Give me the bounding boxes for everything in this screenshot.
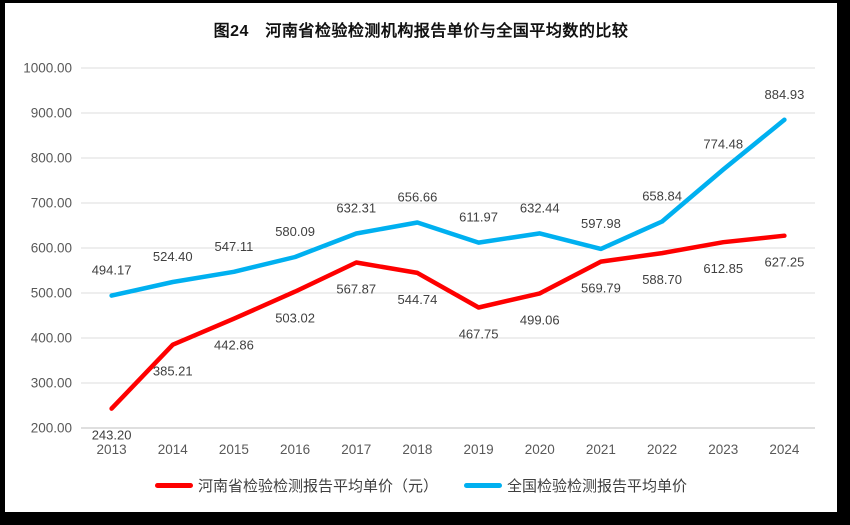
x-axis-tick-label: 2017 — [341, 442, 371, 457]
legend-item-0: 河南省检验检测报告平均单价（元） — [154, 475, 438, 496]
data-label-series-0: 627.25 — [765, 255, 805, 270]
data-label-series-0: 243.20 — [92, 428, 132, 443]
data-label-series-0: 544.74 — [398, 292, 438, 307]
x-axis-tick-label: 2023 — [708, 442, 738, 457]
data-label-series-0: 499.06 — [520, 312, 560, 327]
y-axis-tick-label: 300.00 — [31, 376, 72, 391]
chart-title: 图24 河南省检验检测机构报告单价与全国平均数的比较 — [213, 23, 629, 40]
data-label-series-1: 884.93 — [765, 87, 805, 102]
data-label-series-0: 612.85 — [703, 261, 743, 276]
data-label-series-0: 385.21 — [153, 364, 193, 379]
data-label-series-0: 467.75 — [459, 327, 499, 342]
data-label-series-1: 656.66 — [398, 190, 438, 205]
x-axis-tick-label: 2013 — [97, 442, 127, 457]
data-label-series-1: 494.17 — [92, 263, 132, 278]
y-axis-tick-label: 500.00 — [31, 286, 72, 301]
data-label-series-0: 588.70 — [642, 272, 682, 287]
x-axis-tick-label: 2016 — [280, 442, 310, 457]
y-axis-tick-label: 1000.00 — [23, 61, 72, 76]
legend-line-swatch — [154, 483, 193, 488]
chart-canvas: 图24 河南省检验检测机构报告单价与全国平均数的比较 200.00 300.00 4… — [5, 3, 837, 512]
y-axis-tick-label: 200.00 — [31, 421, 72, 436]
data-label-series-0: 567.87 — [336, 281, 376, 296]
y-axis-tick-label: 600.00 — [31, 241, 72, 256]
data-label-series-1: 580.09 — [275, 224, 315, 239]
y-axis-tick-label: 400.00 — [31, 331, 72, 346]
data-label-series-1: 547.11 — [215, 239, 254, 254]
legend-line-swatch — [464, 483, 502, 488]
data-label-series-1: 774.48 — [703, 136, 743, 151]
y-axis-tick-label: 700.00 — [31, 196, 72, 211]
x-axis-tick-label: 2024 — [769, 442, 800, 457]
data-label-series-1: 632.44 — [520, 200, 560, 215]
legend-label: 河南省检验检测报告平均单价（元） — [197, 478, 438, 495]
legend-label: 全国检验检测报告平均单价 — [507, 478, 688, 495]
data-label-series-0: 442.86 — [214, 338, 254, 353]
series-line-0 — [109, 233, 787, 411]
data-label-series-1: 658.84 — [642, 189, 682, 204]
y-axis-tick-label: 800.00 — [31, 151, 72, 166]
x-axis-tick-label: 2022 — [647, 442, 677, 457]
x-axis-tick-label: 2019 — [464, 442, 494, 457]
line-chart-plot: 200.00 300.00 400.00 500.00 600.00 700.00 800.… — [23, 61, 815, 457]
x-axis-tick-label: 2015 — [219, 442, 249, 457]
data-label-series-1: 597.98 — [581, 216, 621, 231]
series-line-1 — [109, 117, 787, 298]
x-axis-tick-label: 2018 — [402, 442, 432, 457]
x-axis-tick-label: 2021 — [586, 442, 616, 457]
legend-item-1: 全国检验检测报告平均单价 — [464, 475, 687, 496]
x-axis-tick-label: 2020 — [525, 442, 555, 457]
y-axis-tick-label: 900.00 — [31, 106, 72, 121]
chart-legend: 河南省检验检测报告平均单价（元） 全国检验检测报告平均单价 — [5, 475, 837, 496]
data-label-series-0: 503.02 — [275, 311, 315, 326]
data-label-series-0: 569.79 — [581, 281, 621, 296]
data-label-series-1: 524.40 — [153, 249, 193, 264]
data-label-series-1: 632.31 — [336, 200, 376, 215]
data-label-series-1: 611.97 — [459, 210, 498, 225]
x-axis-tick-label: 2014 — [158, 442, 189, 457]
